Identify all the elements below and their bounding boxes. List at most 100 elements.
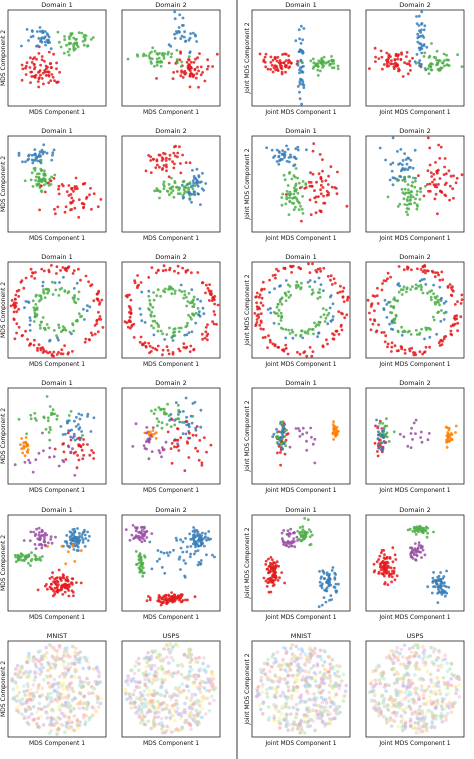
scatter-point xyxy=(163,571,167,575)
points-layer xyxy=(20,26,95,89)
scatter-point xyxy=(127,319,131,322)
scatter-point xyxy=(385,316,389,319)
scatter-point xyxy=(443,581,446,585)
scatter-point xyxy=(75,718,80,722)
scatter-point xyxy=(56,205,60,209)
scatter-point xyxy=(411,529,415,533)
scatter-point xyxy=(262,58,266,62)
scatter-point xyxy=(447,433,450,436)
scatter-point xyxy=(300,538,304,542)
scatter-point xyxy=(201,71,205,74)
scatter-point xyxy=(189,656,193,660)
scatter-point xyxy=(190,330,194,334)
scatter-point xyxy=(57,187,60,191)
scatter-point xyxy=(56,690,60,695)
scatter-point xyxy=(434,192,438,196)
scatter-point xyxy=(158,600,161,603)
scatter-point xyxy=(303,669,308,674)
scatter-point xyxy=(288,190,292,194)
scatter-point xyxy=(322,313,326,317)
scatter-point xyxy=(67,351,70,355)
scatter-point xyxy=(270,63,274,67)
scatter-point xyxy=(265,691,269,696)
scatter-point xyxy=(197,175,201,179)
scatter-point xyxy=(396,658,400,662)
scatter-point xyxy=(155,57,159,61)
scatter-point xyxy=(420,278,424,281)
scatter-point xyxy=(36,346,39,350)
scatter-point xyxy=(64,205,68,209)
scatter-point xyxy=(318,153,322,156)
scatter-point xyxy=(305,675,310,679)
scatter-point xyxy=(25,698,30,702)
scatter-point xyxy=(178,712,182,716)
scatter-point xyxy=(27,154,30,158)
y-axis-label: Joint MDS Component 2 xyxy=(244,527,251,599)
scatter-point xyxy=(204,182,208,185)
scatter-point xyxy=(173,593,176,596)
scatter-point xyxy=(164,715,168,720)
x-axis-label: Joint MDS Component 1 xyxy=(264,361,336,368)
scatter-point xyxy=(413,60,417,63)
scatter-point xyxy=(434,56,437,60)
scatter-point xyxy=(15,322,19,325)
scatter-point xyxy=(421,270,425,273)
scatter-point xyxy=(325,338,328,342)
scatter-point xyxy=(275,59,279,63)
scatter-point xyxy=(387,64,390,68)
scatter-point xyxy=(431,650,436,654)
scatter-point xyxy=(408,202,411,206)
scatter-point xyxy=(172,195,176,199)
scatter-point xyxy=(333,577,337,581)
scatter-point xyxy=(181,76,185,79)
x-axis-label: MDS Component 1 xyxy=(143,235,199,242)
scatter-point xyxy=(49,691,53,696)
scatter-point xyxy=(78,690,82,695)
scatter-point xyxy=(454,181,458,185)
scatter-point xyxy=(73,419,76,423)
scatter-point xyxy=(196,307,200,310)
scatter-point xyxy=(70,187,74,190)
scatter-point xyxy=(185,304,189,308)
scatter-point xyxy=(187,331,191,334)
scatter-point xyxy=(41,351,45,354)
scatter-point xyxy=(196,449,200,453)
scatter-point xyxy=(41,555,44,558)
scatter-point xyxy=(301,212,305,215)
scatter-point xyxy=(272,566,275,570)
scatter-point xyxy=(178,555,182,559)
scatter-point xyxy=(161,332,165,336)
points-layer xyxy=(368,10,464,78)
scatter-point xyxy=(155,60,159,64)
scatter-point xyxy=(310,354,314,358)
scatter-point xyxy=(288,193,292,197)
scatter-point xyxy=(85,676,89,681)
scatter-point xyxy=(47,38,50,42)
scatter-point xyxy=(84,658,89,663)
scatter-point xyxy=(296,145,300,149)
scatter-point xyxy=(30,712,34,716)
scatter-point xyxy=(205,67,209,71)
scatter-point xyxy=(414,179,417,183)
scatter-point xyxy=(185,440,189,444)
scatter-point xyxy=(308,198,312,202)
scatter-point xyxy=(164,706,169,711)
scatter-point xyxy=(328,705,333,709)
scatter-point xyxy=(55,699,60,704)
scatter-point xyxy=(54,288,58,292)
scatter-point xyxy=(13,553,17,557)
scatter-point xyxy=(159,407,163,411)
scatter-point xyxy=(329,594,333,597)
scatter-point xyxy=(148,598,152,602)
scatter-point xyxy=(329,278,332,282)
scatter-point xyxy=(273,56,277,59)
scatter-point xyxy=(309,666,314,671)
points-layer xyxy=(13,395,96,477)
scatter-point xyxy=(290,657,294,661)
scatter-point xyxy=(147,457,151,461)
scatter-point xyxy=(438,344,442,347)
scatter-point xyxy=(42,449,45,453)
scatter-point xyxy=(33,671,37,675)
scatter-point xyxy=(443,183,447,187)
